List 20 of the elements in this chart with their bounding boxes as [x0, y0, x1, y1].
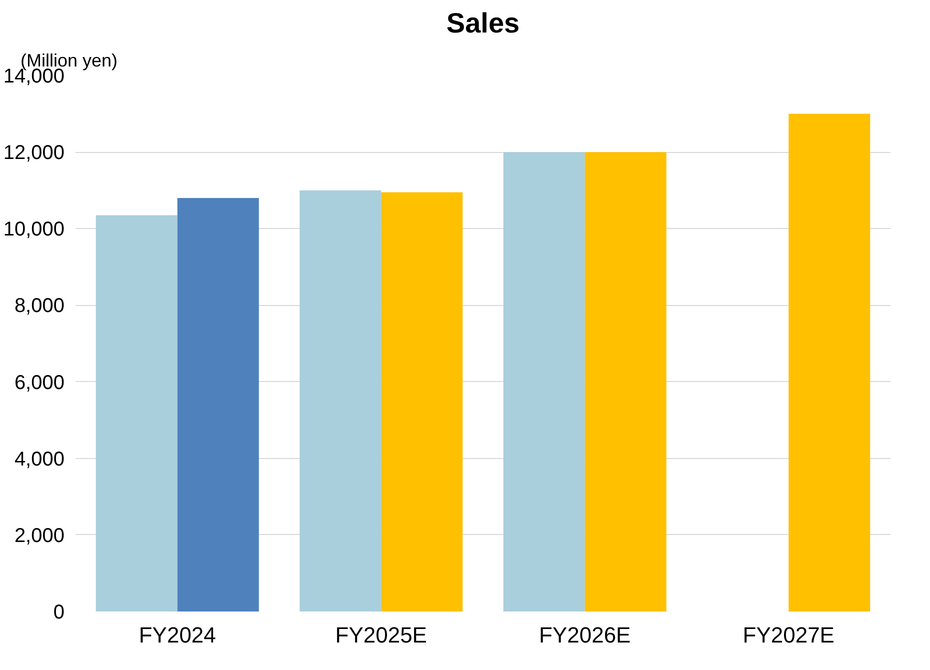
bar [788, 114, 870, 612]
bar [96, 215, 178, 612]
x-tick-label: FY2027E [742, 622, 834, 648]
y-axis-title: (Million yen) [20, 50, 118, 70]
y-tick-label: 0 [53, 602, 64, 624]
bar [503, 152, 585, 612]
y-tick-label: 8,000 [14, 295, 65, 318]
y-tick-label: 2,000 [14, 524, 65, 547]
y-tick-label: 6,000 [14, 372, 65, 394]
bar [381, 192, 463, 612]
x-tick-label: FY2025E [335, 622, 427, 648]
bar [177, 198, 259, 612]
y-tick-label: 10,000 [3, 218, 64, 241]
bar [584, 152, 666, 612]
chart-title: Sales [446, 8, 520, 38]
x-tick-label: FY2026E [539, 622, 631, 648]
bar [300, 190, 382, 612]
x-tick-label: FY2024 [138, 622, 216, 648]
y-tick-label: 12,000 [3, 142, 64, 164]
y-tick-label: 4,000 [14, 448, 65, 470]
